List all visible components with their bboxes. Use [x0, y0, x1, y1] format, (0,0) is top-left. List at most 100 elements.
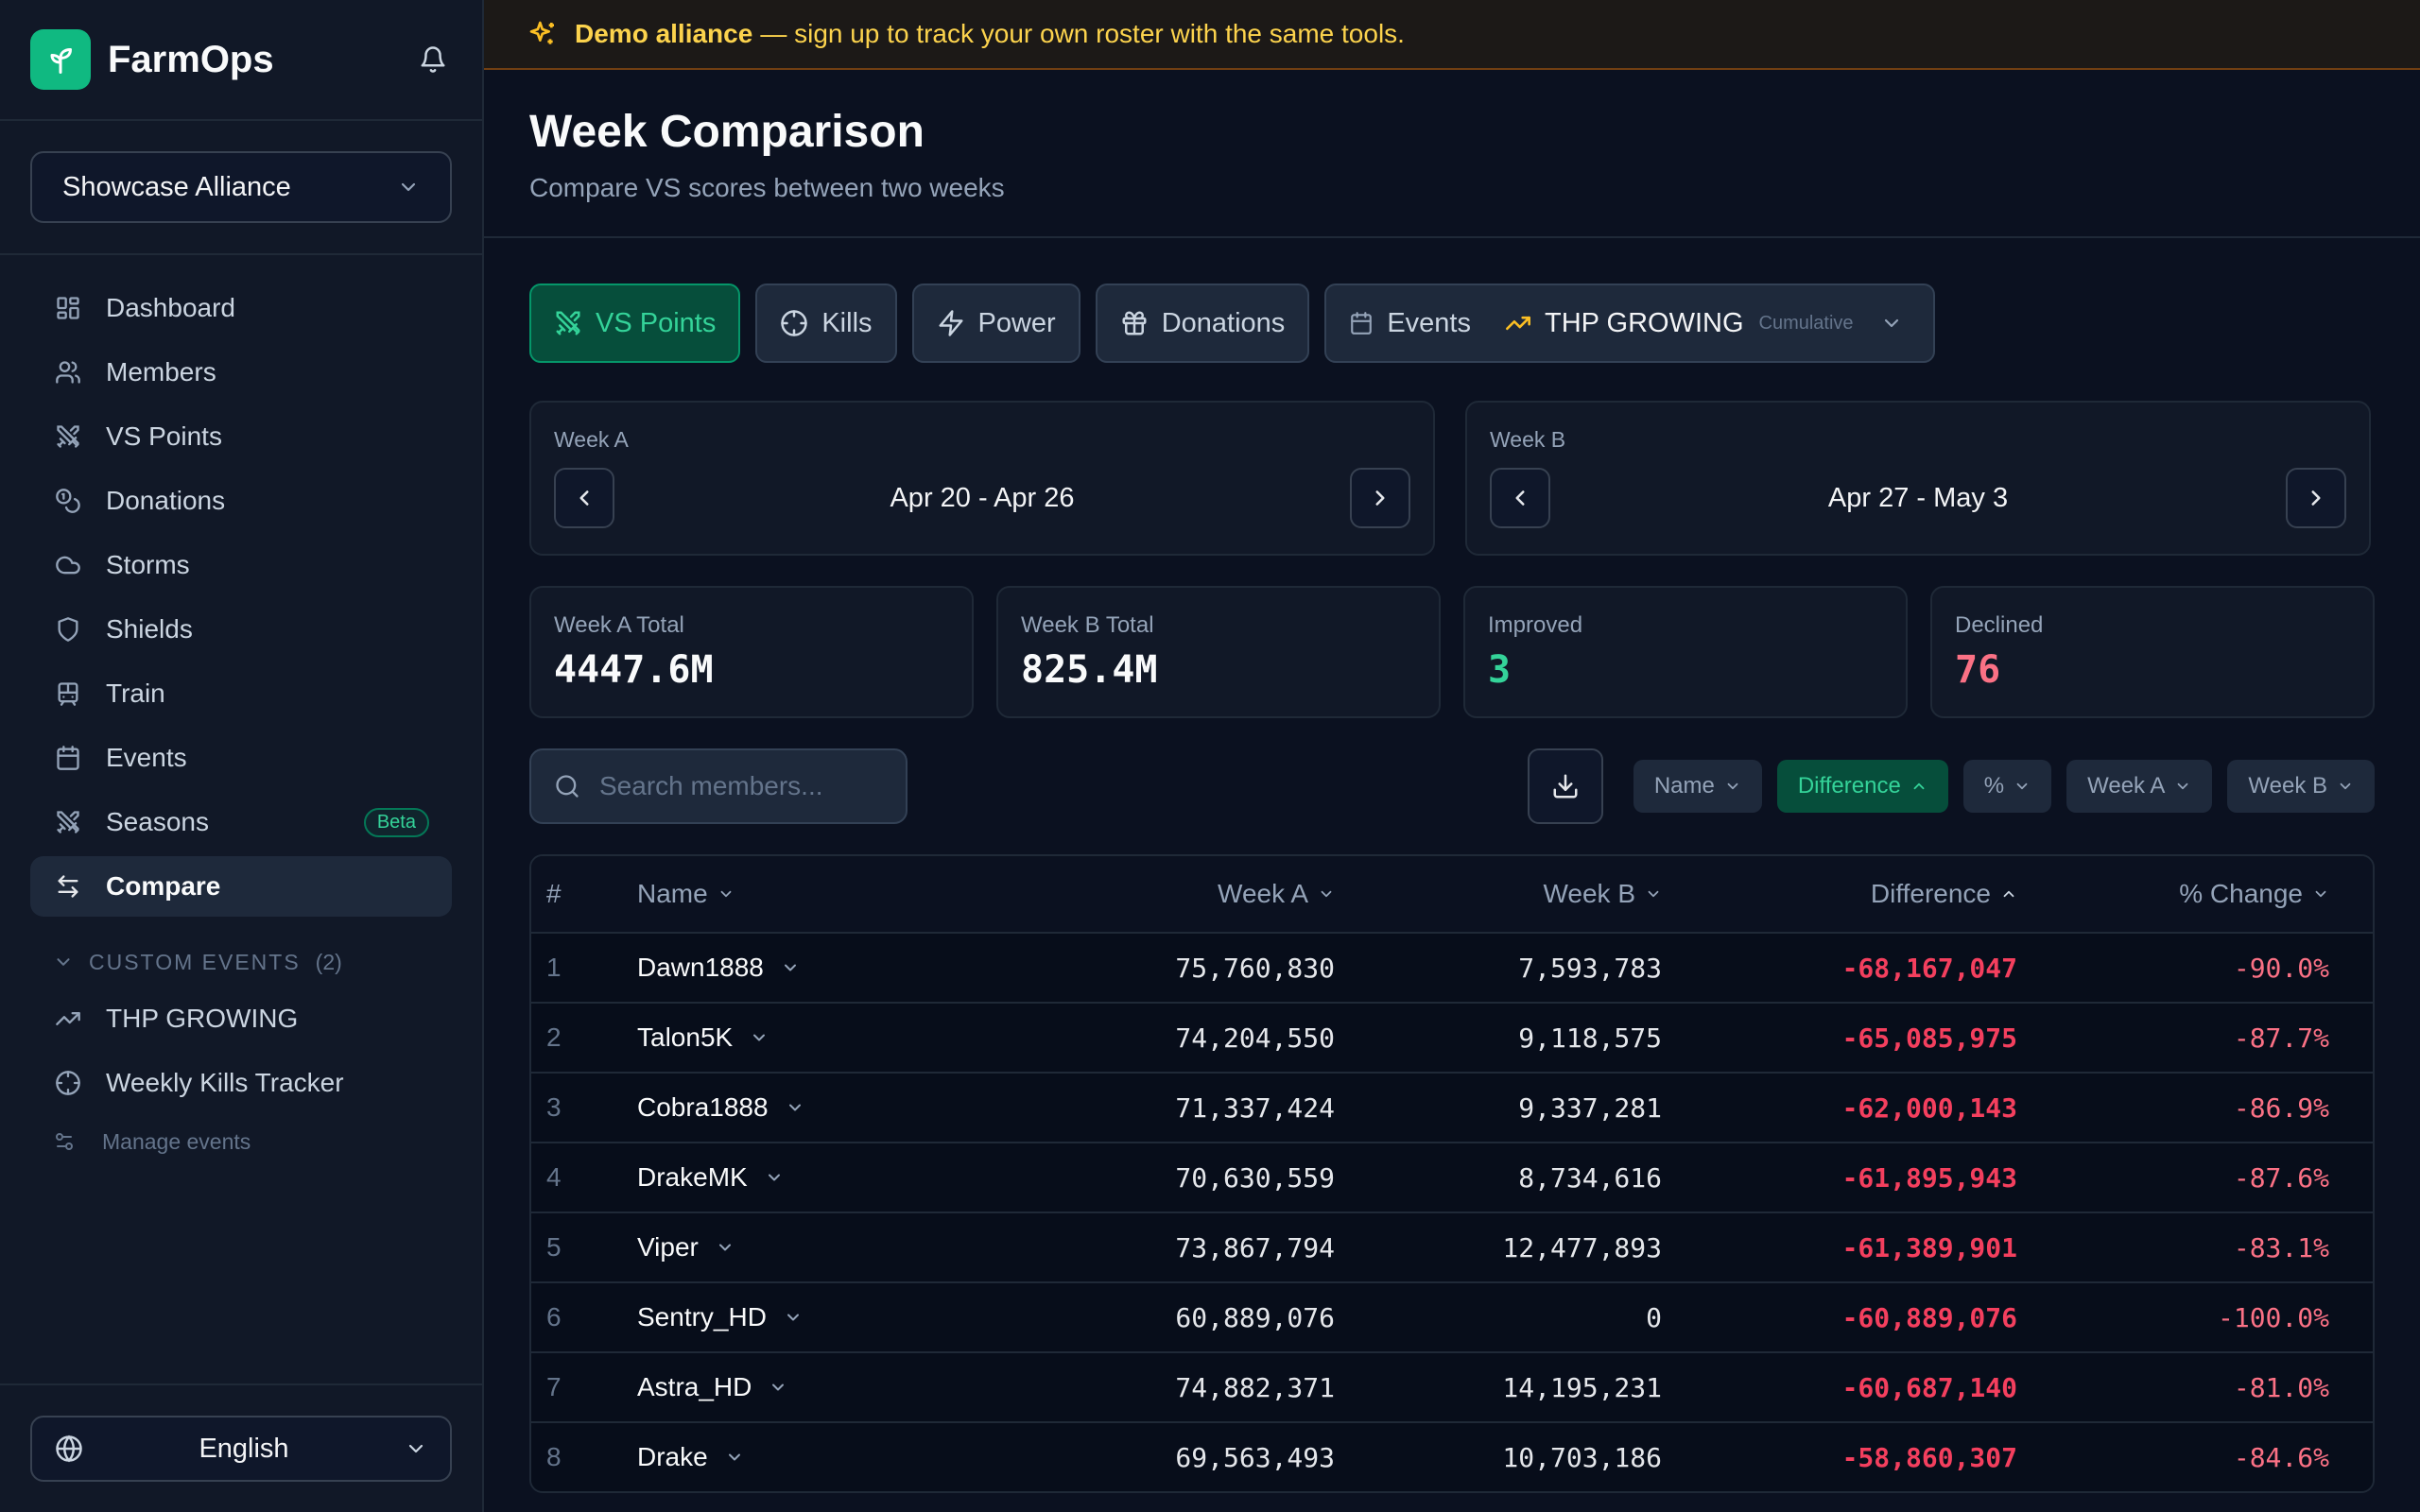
- table-row[interactable]: 3 Cobra1888 71,337,424 9,337,281 -62,000…: [531, 1072, 2373, 1142]
- sort-difference-button[interactable]: Difference: [1776, 760, 1948, 813]
- header-name[interactable]: Name: [637, 879, 1034, 909]
- cell-name: Viper: [637, 1232, 1034, 1263]
- sidebar-item-seasons[interactable]: Seasons Beta: [30, 792, 452, 852]
- metric-selector: VS Points Kills Power Donations Events T…: [529, 284, 2375, 363]
- sidebar-item-weekly-kills[interactable]: Weekly Kills Tracker: [30, 1053, 452, 1113]
- cell-week-b: 10,703,186: [1502, 1441, 1662, 1473]
- cell-name: Drake: [637, 1442, 1034, 1472]
- header-difference[interactable]: Difference: [1662, 879, 2017, 909]
- chevron-down-icon[interactable]: [786, 1098, 804, 1117]
- search-input[interactable]: [599, 771, 883, 801]
- cell-rank: 3: [546, 1092, 562, 1122]
- sidebar-item-thp-growing[interactable]: THP GROWING: [30, 988, 452, 1049]
- sidebar-nav: Dashboard Members VS Points Donations St…: [0, 255, 482, 1166]
- sidebar-item-storms[interactable]: Storms: [30, 535, 452, 595]
- chevron-up-icon: [1913, 782, 1925, 790]
- week-b-selector: Week B Apr 27 - May 3: [1465, 401, 2371, 556]
- table-row[interactable]: 8 Drake 69,563,493 10,703,186 -58,860,30…: [531, 1421, 2373, 1491]
- sidebar-item-shields[interactable]: Shields: [30, 599, 452, 660]
- chevron-down-icon[interactable]: [750, 1028, 769, 1047]
- stat-label: Improved: [1488, 612, 1583, 638]
- cell-week-a: 75,760,830: [1175, 952, 1335, 984]
- cell-pct-change: -86.9%: [2233, 1091, 2329, 1124]
- sidebar-item-label: VS Points: [106, 421, 222, 451]
- week-b-next-button[interactable]: [2286, 468, 2346, 528]
- download-button[interactable]: [1527, 748, 1603, 824]
- alliance-select[interactable]: Showcase Alliance: [30, 151, 452, 223]
- metric-events-select[interactable]: Events THP GROWING Cumulative: [1324, 284, 1935, 363]
- sort-week-b-button[interactable]: Week B: [2227, 760, 2375, 813]
- chevron-down-icon[interactable]: [769, 1378, 787, 1397]
- brand: FarmOps: [0, 0, 482, 121]
- compare-icon: [53, 871, 83, 902]
- metric-vs-points-button[interactable]: VS Points: [529, 284, 741, 363]
- cell-name: Talon5K: [637, 1022, 1034, 1053]
- sidebar-item-members[interactable]: Members: [30, 342, 452, 403]
- header-week-b[interactable]: Week B: [1335, 879, 1662, 909]
- stat-value: 76: [1955, 648, 2001, 692]
- cell-pct-change: -100.0%: [2217, 1301, 2329, 1333]
- main-content: Demo alliance — sign up to track your ow…: [484, 0, 2420, 1512]
- member-name: Cobra1888: [637, 1092, 769, 1122]
- stat-label: Week B Total: [1021, 612, 1154, 638]
- table-row[interactable]: 4 DrakeMK 70,630,559 8,734,616 -61,895,9…: [531, 1142, 2373, 1211]
- sort-label: %: [1983, 773, 2005, 799]
- trending-up-icon: [53, 1004, 83, 1034]
- member-name: Sentry_HD: [637, 1302, 767, 1332]
- sidebar-item-label: Train: [106, 679, 165, 708]
- cell-week-b: 8,734,616: [1518, 1161, 1662, 1194]
- sort-week-a-button[interactable]: Week A: [2066, 760, 2213, 813]
- sidebar-item-donations[interactable]: Donations: [30, 471, 452, 531]
- metric-donations-button[interactable]: Donations: [1095, 284, 1310, 363]
- cell-difference: -62,000,143: [1841, 1091, 2017, 1124]
- table-row[interactable]: 1 Dawn1888 75,760,830 7,593,783 -68,167,…: [531, 932, 2373, 1002]
- custom-events-toggle[interactable]: CUSTOM EVENTS (2): [30, 936, 452, 988]
- metric-label: Power: [977, 307, 1056, 338]
- sidebar-item-events[interactable]: Events: [30, 728, 452, 788]
- table-row[interactable]: 7 Astra_HD 74,882,371 14,195,231 -60,687…: [531, 1351, 2373, 1421]
- sort-percent-button[interactable]: %: [1962, 760, 2052, 813]
- cell-week-a: 74,204,550: [1175, 1022, 1335, 1054]
- chevron-up-icon: [2003, 890, 2014, 898]
- comparison-table: # Name Week A Week B Difference: [529, 854, 2375, 1493]
- sidebar-item-compare[interactable]: Compare: [30, 856, 452, 917]
- page-header: Week Comparison Compare VS scores betwee…: [484, 70, 2420, 238]
- cell-week-a: 73,867,794: [1175, 1231, 1335, 1263]
- cell-pct-change: -87.7%: [2233, 1022, 2329, 1054]
- calendar-icon: [53, 743, 83, 773]
- cell-pct-change: -83.1%: [2233, 1231, 2329, 1263]
- manage-events-link[interactable]: Manage events: [30, 1117, 452, 1166]
- week-b-prev-button[interactable]: [1490, 468, 1550, 528]
- table-row[interactable]: 5 Viper 73,867,794 12,477,893 -61,389,90…: [531, 1211, 2373, 1281]
- language-select[interactable]: English: [30, 1416, 452, 1482]
- header-pct-change[interactable]: % Change: [2017, 879, 2344, 909]
- chevron-down-icon: [53, 952, 74, 972]
- table-row[interactable]: 2 Talon5K 74,204,550 9,118,575 -65,085,9…: [531, 1002, 2373, 1072]
- sidebar-item-train[interactable]: Train: [30, 663, 452, 724]
- stat-value: 3: [1488, 648, 1512, 692]
- bell-icon[interactable]: [414, 41, 452, 78]
- week-a-next-button[interactable]: [1350, 468, 1410, 528]
- beta-badge: Beta: [363, 807, 429, 837]
- chevron-down-icon[interactable]: [716, 1238, 735, 1257]
- sidebar-item-label: Dashboard: [106, 293, 235, 322]
- header-label: Difference: [1870, 879, 1991, 908]
- sort-name-button[interactable]: Name: [1633, 760, 1762, 813]
- chevron-down-icon[interactable]: [765, 1168, 784, 1187]
- metric-kills-button[interactable]: Kills: [755, 284, 897, 363]
- header-week-a[interactable]: Week A: [1034, 879, 1335, 909]
- table-row[interactable]: 6 Sentry_HD 60,889,076 0 -60,889,076 -10…: [531, 1281, 2373, 1351]
- sidebar-item-vs-points[interactable]: VS Points: [30, 406, 452, 467]
- sidebar-item-dashboard[interactable]: Dashboard: [30, 278, 452, 338]
- cell-rank: 2: [546, 1022, 562, 1052]
- metric-power-button[interactable]: Power: [911, 284, 1080, 363]
- chevron-down-icon[interactable]: [781, 958, 800, 977]
- week-a-prev-button[interactable]: [554, 468, 614, 528]
- week-b-range: Apr 27 - May 3: [1827, 482, 2009, 513]
- chevron-down-icon[interactable]: [784, 1308, 803, 1327]
- cell-week-b: 7,593,783: [1518, 952, 1662, 984]
- cell-week-b: 12,477,893: [1502, 1231, 1662, 1263]
- trending-up-icon: [1505, 310, 1531, 336]
- chevron-down-icon[interactable]: [725, 1448, 744, 1467]
- member-name: Drake: [637, 1442, 708, 1471]
